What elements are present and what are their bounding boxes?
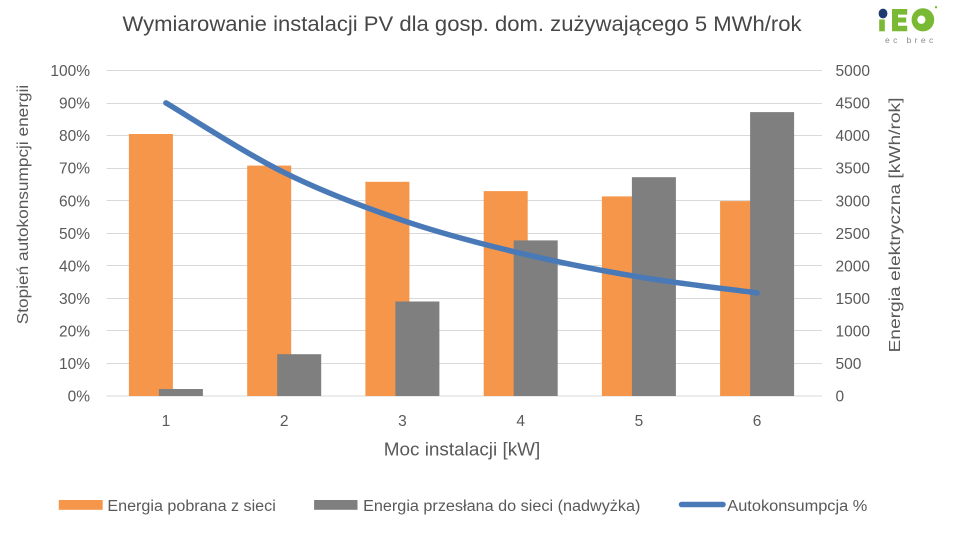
svg-text:0%: 0% [68, 389, 91, 406]
svg-text:5: 5 [635, 413, 644, 430]
svg-text:Energia przesłana do sieci (na: Energia przesłana do sieci (nadwyżka) [363, 498, 640, 515]
svg-text:4500: 4500 [836, 96, 871, 113]
svg-text:40%: 40% [59, 258, 90, 275]
svg-text:60%: 60% [59, 193, 90, 210]
svg-text:30%: 30% [59, 291, 90, 308]
svg-text:Wymiarowanie instalacji PV dla: Wymiarowanie instalacji PV dla gosp. dom… [123, 13, 803, 36]
svg-text:Stopień autokonsumpcji energii: Stopień autokonsumpcji energii [15, 85, 32, 325]
svg-text:1500: 1500 [836, 291, 871, 308]
svg-text:Energia pobrana z sieci: Energia pobrana z sieci [107, 498, 275, 515]
svg-text:Moc instalacji [kW]: Moc instalacji [kW] [384, 440, 541, 460]
svg-text:1: 1 [162, 413, 171, 430]
svg-text:70%: 70% [59, 161, 90, 178]
svg-text:2000: 2000 [836, 258, 871, 275]
svg-text:5000: 5000 [836, 63, 871, 80]
svg-text:3000: 3000 [836, 193, 871, 210]
svg-text:ec brec: ec brec [885, 35, 937, 45]
svg-text:90%: 90% [59, 96, 90, 113]
svg-text:Autokonsumpcja %: Autokonsumpcja % [727, 498, 867, 515]
svg-text:10%: 10% [59, 356, 90, 373]
svg-text:20%: 20% [59, 324, 90, 341]
svg-text:2: 2 [280, 413, 289, 430]
svg-text:500: 500 [836, 356, 862, 373]
svg-text:6: 6 [753, 413, 762, 430]
svg-text:3: 3 [398, 413, 407, 430]
svg-text:50%: 50% [59, 226, 90, 243]
svg-text:4000: 4000 [836, 128, 871, 145]
svg-text:80%: 80% [59, 128, 90, 145]
svg-text:1000: 1000 [836, 324, 871, 341]
svg-text:2500: 2500 [836, 226, 871, 243]
svg-text:0: 0 [836, 389, 845, 406]
svg-text:100%: 100% [50, 63, 90, 80]
svg-text:Energia elektryczna [kWh/rok]: Energia elektryczna [kWh/rok] [887, 98, 904, 353]
svg-text:4: 4 [516, 413, 525, 430]
svg-text:3500: 3500 [836, 161, 871, 178]
